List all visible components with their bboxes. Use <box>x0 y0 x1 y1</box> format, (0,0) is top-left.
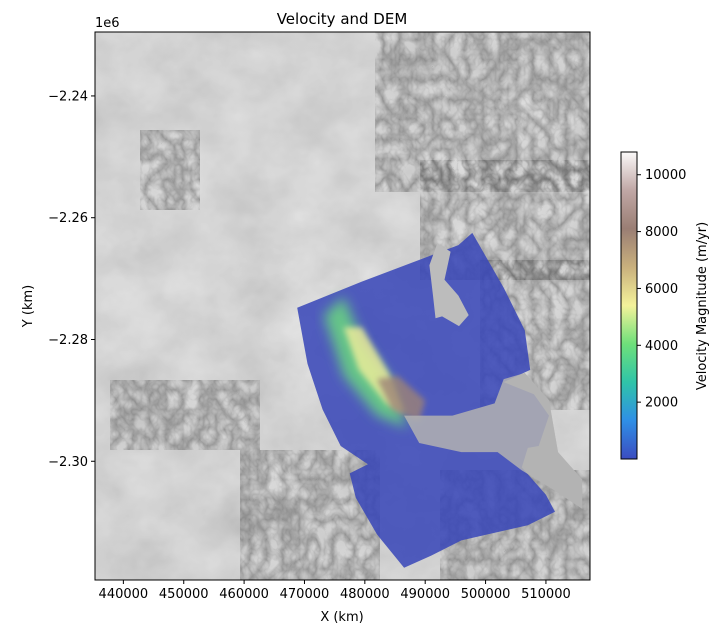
x-tick-label: 460000 <box>219 587 269 602</box>
x-tick-label: 450000 <box>159 587 209 602</box>
colorbar-tick-label: 4000 <box>645 339 678 354</box>
chart-title: Velocity and DEM <box>277 10 408 28</box>
ridge-patch <box>110 380 260 450</box>
fast-flow-band <box>376 376 426 422</box>
x-tick-label: 480000 <box>340 587 390 602</box>
nunatak-region <box>429 243 469 327</box>
x-axis-label: X (km) <box>320 610 363 625</box>
colorbar-tick-label: 8000 <box>645 225 678 240</box>
colorbar-gradient <box>620 151 638 460</box>
x-tick-label: 510000 <box>521 587 571 602</box>
x-tick-label: 500000 <box>461 587 511 602</box>
y-axis-ticks: −2.24 −2.26 −2.28 −2.30 <box>48 89 95 470</box>
plot-frame <box>94 31 591 581</box>
x-tick-label: 490000 <box>400 587 450 602</box>
y-tick-label: −2.26 <box>48 211 88 226</box>
y-axis-offset-text: 1e6 <box>95 16 120 31</box>
velocity-fast-flow <box>323 296 426 428</box>
colorbar: 2000 4000 6000 8000 10000 Velocity Magnitude… <box>620 151 710 460</box>
colorbar-tick-label: 6000 <box>645 282 678 297</box>
x-tick-label: 440000 <box>99 587 149 602</box>
colorbar-label: Velocity Magnitude (m/yr) <box>695 222 710 390</box>
y-axis-label: Y (km) <box>21 285 36 328</box>
colorbar-tick-label: 2000 <box>645 396 678 411</box>
ocean-overlap <box>404 373 583 509</box>
colorbar-ticks: 2000 4000 6000 8000 10000 <box>637 168 686 411</box>
y-tick-label: −2.24 <box>48 89 88 104</box>
y-tick-label: −2.28 <box>48 333 88 348</box>
x-tick-label: 470000 <box>280 587 330 602</box>
x-axis-ticks: 440000 450000 460000 470000 480000 490000 5000… <box>99 580 571 602</box>
colorbar-tick-label: 10000 <box>645 168 686 183</box>
ridge-patch <box>140 130 200 210</box>
y-tick-label: −2.30 <box>48 455 88 470</box>
plot-area <box>95 32 590 580</box>
velocity-coverage <box>297 232 555 568</box>
